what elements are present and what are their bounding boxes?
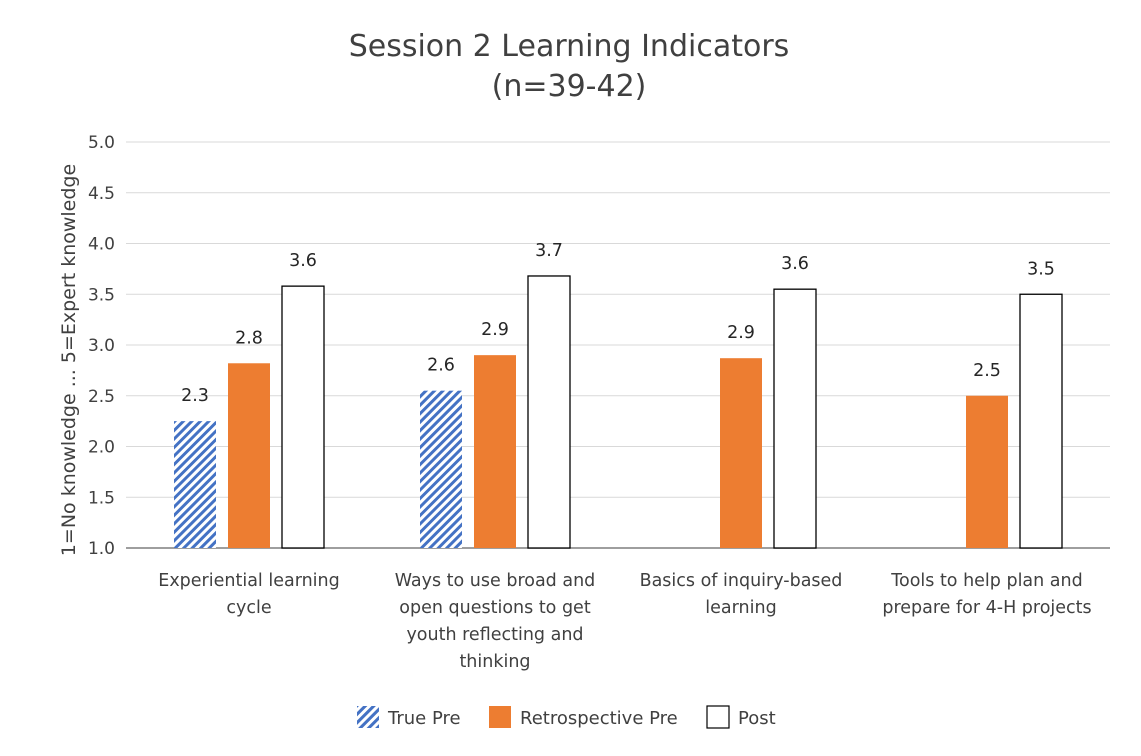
data-label: 3.6 (781, 254, 809, 274)
data-label: 2.3 (181, 386, 209, 406)
y-tick-label: 5.0 (88, 133, 115, 153)
chart-title-line-2: (n=39-42) (492, 69, 647, 104)
data-label: 3.6 (289, 251, 317, 271)
bar-post (1019, 293, 1063, 549)
y-tick-label: 2.0 (88, 438, 115, 458)
y-axis-label: 1=No knowledge ... 5=Expert knowledge (58, 164, 80, 556)
x-category-label: Experiential learning cycle (158, 571, 339, 618)
bars (174, 275, 1063, 549)
bar-post (527, 275, 571, 549)
data-labels: 2.3 2.6 2.8 2.9 2.9 2.5 3.6 3.7 3.6 3.5 (181, 241, 1055, 406)
data-label: 2.8 (235, 328, 263, 348)
bar-true-pre (420, 390, 462, 548)
bar-post (773, 288, 817, 549)
x-category-label: Basics of inquiry-based learning (640, 571, 843, 618)
bar-post (281, 285, 325, 549)
y-tick-label: 2.5 (88, 387, 115, 407)
x-category-label: Tools to help plan and prepare for 4-H pr… (882, 571, 1091, 618)
data-label: 2.9 (727, 323, 755, 343)
chart-title: Session 2 Learning Indicators (n=39-42) (349, 29, 790, 104)
chart-title-line-1: Session 2 Learning Indicators (349, 29, 790, 64)
data-label: 2.9 (481, 320, 509, 340)
y-tick-label: 4.0 (88, 235, 115, 255)
x-category-label: Ways to use broad and open questions to g… (395, 571, 596, 672)
bar-retrospective-pre (474, 355, 516, 548)
gridlines (126, 141, 1110, 549)
bar-retrospective-pre (720, 358, 762, 548)
y-tick-label: 4.5 (88, 184, 115, 204)
data-label: 3.7 (535, 241, 563, 261)
x-axis-labels: Experiential learning cycle Ways to use br… (158, 571, 1091, 672)
y-tick-label: 1.0 (88, 539, 115, 559)
bar-retrospective-pre (966, 395, 1008, 548)
legend: True Pre Retrospective Pre Post (357, 705, 776, 729)
bar-true-pre (174, 421, 216, 548)
data-label: 3.5 (1027, 259, 1055, 279)
legend-label: Retrospective Pre (520, 708, 678, 729)
legend-swatch (489, 706, 511, 728)
y-tick-label: 3.5 (88, 285, 115, 305)
bar-retrospective-pre (228, 363, 270, 548)
y-tick-label: 1.5 (88, 488, 115, 508)
legend-label: Post (738, 708, 776, 729)
legend-label: True Pre (387, 708, 461, 729)
y-axis-ticks: 1.0 1.5 2.0 2.5 3.0 3.5 4.0 4.5 5.0 (88, 133, 115, 559)
data-label: 2.6 (427, 356, 455, 376)
legend-swatch (357, 706, 379, 728)
data-label: 2.5 (973, 361, 1001, 381)
legend-swatch (706, 705, 730, 729)
y-tick-label: 3.0 (88, 336, 115, 356)
